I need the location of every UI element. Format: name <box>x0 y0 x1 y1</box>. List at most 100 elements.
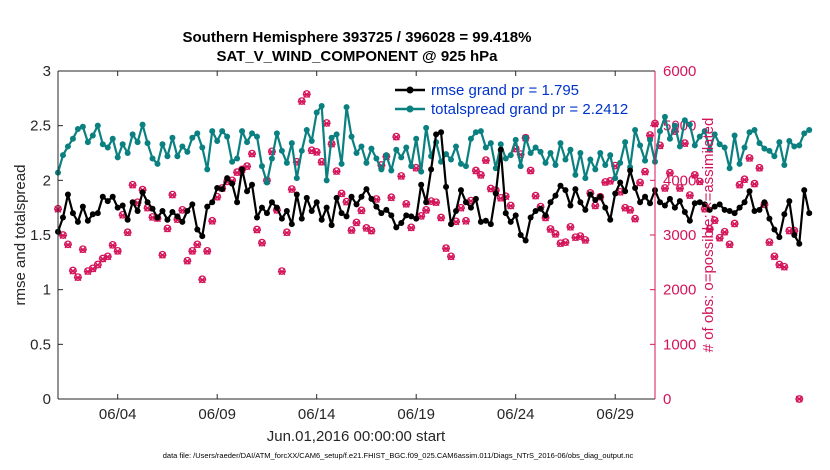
totalspread-point <box>219 128 226 135</box>
legend-box <box>388 79 652 119</box>
y-tick-left-label: 0 <box>43 391 51 408</box>
rmse-point <box>686 217 693 224</box>
rmse-point <box>244 188 251 195</box>
rmse-point <box>761 199 768 206</box>
totalspread-point <box>796 142 803 149</box>
obs-assimilated-point <box>591 202 600 210</box>
totalspread-point <box>368 145 375 152</box>
obs-assimilated-point <box>357 207 366 215</box>
totalspread-point <box>512 136 519 143</box>
obs-assimilated-point <box>257 239 266 247</box>
rmse-point <box>766 215 773 222</box>
rmse-point <box>258 204 265 211</box>
totalspread-point <box>204 166 211 173</box>
obs-assimilated-point <box>690 171 699 179</box>
rmse-point <box>124 216 131 223</box>
obs-assimilated-point <box>581 236 590 244</box>
rmse-point <box>139 189 146 196</box>
totalspread-point <box>413 135 420 142</box>
y-tick-left-label: 2.5 <box>30 118 51 135</box>
obs-assimilated-point <box>675 185 684 193</box>
rmse-point <box>134 207 141 214</box>
rmse-point <box>99 193 106 200</box>
totalspread-point <box>84 139 91 146</box>
totalspread-point <box>174 153 181 160</box>
obs-assimilated-point <box>795 395 804 403</box>
rmse-point <box>348 193 355 200</box>
obs-assimilated-point <box>78 246 87 254</box>
totalspread-point <box>358 143 365 150</box>
rmse-point <box>179 218 186 225</box>
totalspread-point <box>293 175 300 182</box>
y-tick-right-label: 0 <box>663 391 671 408</box>
totalspread-point <box>64 143 71 150</box>
totalspread-point <box>398 154 405 161</box>
rmse-point <box>731 210 738 217</box>
totalspread-point <box>497 141 504 148</box>
totalspread-point <box>189 134 196 141</box>
rmse-point <box>622 188 629 195</box>
totalspread-point <box>254 133 260 140</box>
totalspread-point <box>617 159 624 166</box>
rmse-point <box>582 206 589 213</box>
totalspread-point <box>298 147 305 154</box>
totalspread-point <box>622 139 629 146</box>
rmse-point <box>472 195 479 202</box>
rmse-point <box>462 199 469 206</box>
totalspread-point <box>443 151 450 158</box>
rmse-point <box>154 214 161 221</box>
rmse-point <box>308 207 315 214</box>
chart-subtitle: SAT_V_WIND_COMPONENT @ 925 hPa <box>216 48 498 65</box>
rmse-point <box>711 203 718 210</box>
rmse-point <box>428 166 435 173</box>
obs-assimilated-point <box>243 163 252 171</box>
rmse-point <box>303 194 310 201</box>
rmse-point <box>438 129 445 136</box>
y-tick-left-label: 0.5 <box>30 336 51 353</box>
y-tick-left-label: 1 <box>43 282 51 299</box>
obs-assimilated-point <box>93 261 102 269</box>
totalspread-point <box>164 153 171 160</box>
totalspread-point <box>328 134 335 141</box>
rmse-point <box>512 212 519 219</box>
obs-assimilated-point <box>665 169 674 177</box>
totalspread-point <box>647 136 654 143</box>
rmse-point <box>502 210 509 217</box>
obs-assimilated-point <box>437 214 446 222</box>
x-tick-label: 06/19 <box>397 406 435 423</box>
obs-assimilated-point <box>631 215 640 223</box>
totalspread-point <box>448 156 455 163</box>
obs-assimilated-point <box>636 179 645 187</box>
obs-assimilated-point <box>387 194 396 202</box>
totalspread-point <box>766 147 773 154</box>
totalspread-point <box>736 160 743 167</box>
rmse-point <box>547 199 554 206</box>
rmse-point <box>204 203 211 210</box>
rmse-point <box>373 203 380 210</box>
rmse-point <box>492 190 499 197</box>
totalspread-point <box>472 129 479 136</box>
rmse-point <box>527 214 534 221</box>
rmse-point <box>129 199 136 206</box>
obs-assimilated-point <box>352 219 361 227</box>
totalspread-point <box>502 155 509 162</box>
totalspread-point <box>661 113 668 120</box>
rmse-point <box>736 204 743 211</box>
rmse-point <box>537 205 544 212</box>
totalspread-point <box>637 142 644 149</box>
x-tick-label: 06/14 <box>298 406 336 423</box>
obs-assimilated-point <box>566 223 575 231</box>
rmse-point <box>701 201 708 208</box>
rmse-point <box>219 186 226 193</box>
rmse-point <box>671 204 678 211</box>
obs-assimilated-point <box>770 253 779 261</box>
obs-assimilated-point <box>556 240 565 248</box>
obs-assimilated-point <box>113 247 122 255</box>
rmse-point <box>681 209 688 216</box>
y-tick-right-label: 6000 <box>663 63 696 80</box>
plot-area <box>58 71 655 399</box>
rmse-point <box>612 190 619 197</box>
obs-assimilated-point <box>571 234 580 242</box>
rmse-point <box>94 210 101 217</box>
totalspread-point <box>557 140 564 147</box>
